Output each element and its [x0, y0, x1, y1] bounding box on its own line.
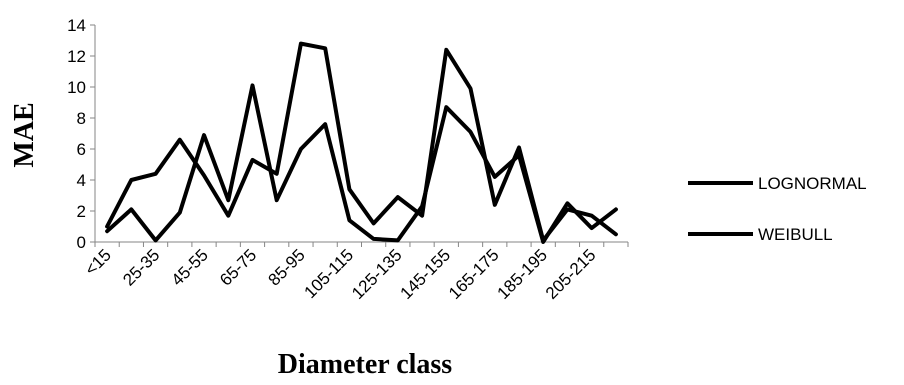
x-tick-label: 25-35	[119, 245, 163, 289]
x-tick-label: 85-95	[265, 245, 309, 289]
series-line-weibull	[105, 83, 618, 244]
x-tick-label: 205-215	[542, 245, 600, 303]
x-tick-label: 165-175	[445, 245, 503, 303]
y-tick-label: 0	[77, 233, 86, 252]
y-tick-label: 2	[77, 202, 86, 221]
series-line-lognormal	[105, 41, 618, 243]
x-tick-label: 125-135	[348, 245, 406, 303]
x-tick-label: 145-155	[397, 245, 455, 303]
y-tick-label: 10	[67, 78, 86, 97]
series-layer	[105, 41, 618, 244]
x-tick-label: 105-115	[301, 245, 358, 302]
legend-label-weibull: WEIBULL	[758, 225, 833, 244]
x-axis: <15 25-35 45-55 65-75 85-95105-115125-135145…	[81, 241, 629, 303]
y-tick-label: 6	[77, 140, 86, 159]
legend-label-lognormal: LOGNORMAL	[758, 174, 867, 193]
x-axis-title: Diameter class	[278, 349, 453, 380]
y-axis: 0 2 4 6 8 10 12 14	[67, 16, 96, 252]
x-tick-label: <15	[81, 245, 115, 279]
y-axis-title: MAE	[9, 102, 40, 167]
y-tick-label: 14	[67, 16, 86, 35]
legend: LOGNORMAL WEIBULL	[688, 174, 867, 244]
x-tick-label: 65-75	[216, 245, 260, 289]
x-tick-label: 45-55	[168, 245, 212, 289]
y-tick-label: 12	[67, 47, 86, 66]
y-tick-label: 8	[77, 109, 86, 128]
x-tick-label: 185-195	[493, 245, 551, 303]
y-tick-label: 4	[77, 171, 86, 190]
